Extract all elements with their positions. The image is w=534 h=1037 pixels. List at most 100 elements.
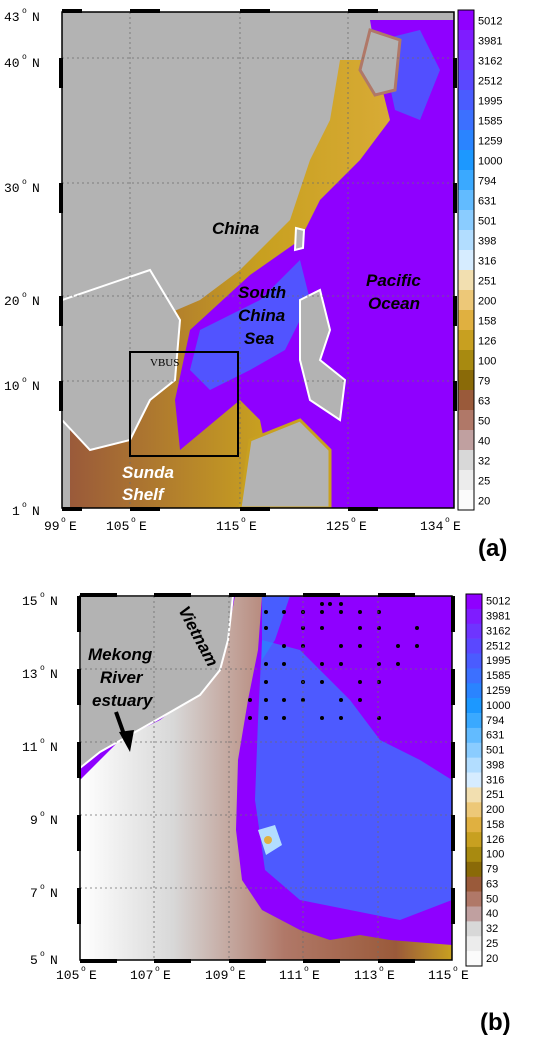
lat-tick: 40	[4, 56, 20, 71]
station-point	[320, 680, 324, 684]
svg-text:N: N	[50, 813, 58, 828]
station-point	[264, 680, 268, 684]
colorbar-swatch	[466, 638, 482, 654]
colorbar-label: 631	[478, 195, 496, 207]
station-point	[339, 716, 343, 720]
colorbar-swatch	[458, 430, 474, 451]
svg-text:o: o	[379, 965, 384, 974]
svg-text:o: o	[22, 291, 27, 300]
map-panel-a: China South China Sea Pacific Ocean Sund…	[4, 7, 507, 562]
lon-tick: 115	[428, 968, 451, 983]
grid-b	[80, 596, 452, 960]
colorbar-label: 20	[478, 495, 490, 507]
colorbar-swatch	[458, 30, 474, 51]
label-shelf: Shelf	[122, 485, 166, 504]
colorbar-label: 126	[486, 834, 504, 846]
colorbar-label: 63	[478, 395, 490, 407]
colorbar-label: 200	[486, 804, 504, 816]
svg-text:N: N	[32, 504, 40, 519]
colorbar-swatch	[466, 683, 482, 699]
colorbar-label: 1259	[486, 685, 510, 697]
colorbar-swatch	[466, 846, 482, 863]
lon-tick: 134	[420, 519, 444, 534]
colorbar-swatch	[466, 713, 482, 729]
label-south: South	[238, 283, 286, 302]
colorbar-swatch	[458, 330, 474, 351]
svg-text:o: o	[40, 664, 45, 673]
stations	[248, 602, 419, 720]
svg-text:o: o	[81, 965, 86, 974]
station-point	[396, 644, 400, 648]
philippines-a	[299, 288, 347, 422]
lon-tick: 105	[56, 968, 79, 983]
station-point	[264, 626, 268, 630]
colorbar-swatch	[458, 270, 474, 291]
svg-text:o: o	[445, 516, 450, 525]
colorbar-swatch	[466, 668, 482, 684]
taiwan-a	[293, 226, 306, 252]
colorbar-swatch	[458, 350, 474, 371]
colorbar-swatch	[466, 951, 482, 967]
colorbar-label: 63	[486, 878, 498, 890]
label-pacific: Pacific	[366, 271, 421, 290]
svg-text:o: o	[22, 501, 27, 510]
panel-label-a: (a)	[478, 535, 507, 562]
lat-tick: 7	[30, 886, 38, 901]
panel-label-b: (b)	[480, 1009, 511, 1036]
svg-text:o: o	[241, 516, 246, 525]
grid-a	[62, 12, 454, 508]
colorbar-swatch	[458, 50, 474, 71]
deep-ocean-a	[175, 20, 454, 508]
label-vbus: VBUS	[150, 357, 179, 369]
svg-text:E: E	[461, 968, 469, 983]
map-b-field	[80, 596, 452, 960]
station-point	[248, 716, 252, 720]
colorbar-swatch	[458, 410, 474, 431]
colorbar-label: 40	[486, 908, 498, 920]
lat-tick: 30	[4, 181, 20, 196]
svg-text:o: o	[40, 737, 45, 746]
colorbar-swatch	[466, 921, 482, 937]
station-point	[358, 644, 362, 648]
colorbar-label: 1000	[478, 155, 502, 167]
station-point	[264, 698, 268, 702]
colorbar-label: 501	[486, 745, 504, 757]
lon-ticks-b: 105 o E 107 o E 109 o E 111 o E 113 o E …	[56, 965, 469, 983]
svg-text:E: E	[69, 519, 77, 534]
colorbar-swatch	[466, 608, 482, 625]
svg-text:N: N	[50, 740, 58, 755]
vbus-box	[129, 351, 239, 457]
lat-tick: 13	[22, 667, 38, 682]
colorbar-label: 20	[486, 953, 498, 965]
colorbar-label: 50	[478, 415, 490, 427]
seamount-core	[264, 836, 272, 844]
colorbar-label: 1259	[478, 135, 502, 147]
station-point	[320, 602, 324, 606]
station-point	[358, 610, 362, 614]
svg-text:o: o	[230, 965, 235, 974]
colorbar-label: 79	[486, 864, 498, 876]
station-point	[339, 698, 343, 702]
lat-ticks-b: 15 o N 13 o N 11 o N 9 o N 7 o N 5 o N	[22, 591, 58, 968]
svg-text:o: o	[22, 53, 27, 62]
lat-ticks-a: 43 o N 40 o N 30 o N 20 o N 10 o N 1 o N	[4, 7, 40, 519]
label-sea: Sea	[244, 329, 274, 348]
colorbar-label: 251	[478, 275, 496, 287]
colorbar-swatch	[466, 832, 482, 848]
colorbar-label: 2512	[478, 75, 502, 87]
label-china-sea-1: China	[238, 306, 285, 325]
colorbar-label: 794	[478, 175, 496, 187]
colorbar-swatch	[466, 891, 482, 907]
svg-text:E: E	[249, 519, 257, 534]
colorbar-swatch	[466, 787, 482, 803]
colorbar-label: 32	[478, 455, 490, 467]
colorbar-swatch	[466, 861, 482, 878]
frame-a-ticks	[59, 9, 457, 511]
colorbar-b: 5012 3981 3162 2512 1995 1585 1259 1000 794 631 50…	[465, 593, 510, 967]
colorbar-label: 794	[486, 715, 504, 727]
colorbar-swatch	[466, 623, 482, 639]
svg-text:N: N	[50, 953, 58, 968]
svg-text:E: E	[453, 519, 461, 534]
colorbar-label: 1585	[486, 670, 510, 682]
colorbar-swatch	[466, 817, 482, 833]
